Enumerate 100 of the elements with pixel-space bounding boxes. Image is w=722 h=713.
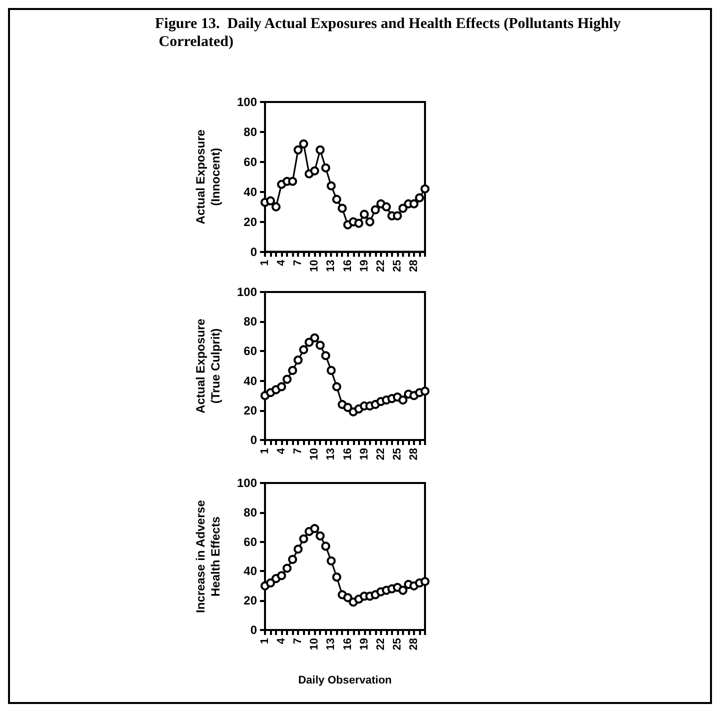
x-tick-label: 1: [259, 448, 271, 454]
point: [414, 193, 424, 202]
x-tick-label: 1: [259, 260, 271, 266]
point: [392, 211, 402, 220]
point: [321, 163, 330, 172]
point: [326, 366, 336, 375]
point: [409, 199, 418, 208]
point: [282, 374, 292, 384]
x-tick-label: 28: [408, 448, 420, 460]
point: [288, 176, 298, 186]
point: [294, 145, 303, 154]
x-tick-label: 16: [342, 638, 354, 650]
x-tick-label: 19: [358, 638, 370, 650]
y-tick-label: 40: [244, 184, 258, 199]
y-tick-label: 80: [244, 314, 258, 329]
point: [299, 534, 308, 544]
point: [299, 345, 308, 354]
point: [420, 576, 430, 586]
point: [343, 593, 352, 602]
point: [282, 564, 292, 573]
point: [326, 556, 336, 566]
point: [321, 542, 330, 551]
x-tick-label: 7: [292, 260, 304, 266]
x-tick-label: 1: [259, 638, 271, 644]
point: [316, 145, 325, 154]
point: [288, 554, 298, 564]
x-tick-label: 4: [276, 637, 288, 644]
point: [398, 396, 408, 405]
y-tick-label: 60: [244, 154, 258, 169]
point: [266, 578, 276, 588]
x-tick-label: 22: [374, 448, 387, 460]
x-tick-label: 7: [292, 638, 304, 644]
y-tick-label: 40: [244, 374, 258, 388]
x-tick-label: 10: [308, 260, 321, 272]
point: [360, 210, 369, 219]
point: [343, 402, 352, 412]
x-tick-label: 25: [391, 260, 404, 272]
y-axis-title: Actual Exposure (True Culprit): [194, 318, 222, 414]
x-tick-label: 13: [325, 638, 338, 650]
y-tick-label: 0: [250, 433, 258, 447]
y-tick-label: 20: [244, 403, 258, 418]
point: [338, 204, 347, 213]
point: [277, 571, 286, 580]
y-tick-label: 80: [244, 124, 258, 139]
point: [332, 572, 342, 582]
x-tick-label: 10: [308, 638, 321, 650]
point: [288, 366, 298, 375]
x-tick-label: 4: [276, 447, 288, 454]
point: [332, 194, 342, 204]
y-tick-label: 100: [236, 95, 258, 109]
point: [382, 202, 391, 212]
y-tick-label: 100: [236, 285, 258, 299]
y-axis-title: Actual Exposure (Innocent): [194, 129, 222, 224]
y-tick-label: 20: [244, 594, 258, 608]
x-tick-label: 22: [374, 260, 387, 272]
x-tick-label: 16: [342, 260, 354, 272]
point: [299, 139, 308, 148]
y-tick-label: 20: [244, 214, 258, 229]
point: [398, 204, 408, 213]
x-tick-label: 10: [308, 448, 321, 460]
point: [310, 166, 320, 176]
x-tick-label: 25: [391, 638, 404, 650]
x-tick-label: 19: [358, 448, 370, 460]
point: [332, 382, 342, 392]
y-tick-label: 80: [244, 505, 258, 520]
point: [294, 356, 303, 365]
x-tick-label: 7: [292, 448, 304, 454]
y-tick-label: 0: [250, 623, 258, 637]
x-axis-title: Daily Observation: [298, 674, 392, 686]
point: [354, 218, 364, 228]
x-tick-label: 25: [391, 448, 404, 460]
x-tick-label: 28: [408, 260, 420, 272]
point: [326, 181, 336, 190]
y-tick-label: 60: [244, 534, 258, 549]
point: [398, 586, 408, 595]
point: [321, 351, 330, 360]
point: [294, 544, 303, 554]
point: [277, 382, 286, 392]
x-tick-label: 13: [325, 260, 338, 272]
y-axis-title: Increase in Adverse Health Effects: [194, 500, 222, 613]
x-tick-label: 16: [342, 448, 354, 460]
point: [272, 202, 281, 212]
x-tick-label: 28: [408, 638, 420, 650]
x-tick-label: 13: [325, 448, 338, 460]
point: [266, 196, 276, 206]
x-tick-label: 19: [358, 260, 370, 272]
chart-title: Figure 13. Daily Actual Exposures and Health Effects (Pollutants Highly Correlated): [155, 16, 622, 50]
point: [420, 184, 430, 194]
y-tick-label: 60: [244, 344, 258, 358]
y-tick-label: 0: [250, 244, 258, 259]
point: [365, 217, 374, 226]
point: [420, 386, 430, 396]
point: [304, 338, 314, 347]
point: [310, 524, 320, 534]
point: [310, 333, 320, 342]
x-tick-label: 4: [276, 258, 288, 266]
x-tick-label: 22: [374, 638, 387, 650]
y-tick-label: 100: [236, 476, 258, 490]
point: [316, 340, 325, 350]
point: [316, 531, 325, 540]
